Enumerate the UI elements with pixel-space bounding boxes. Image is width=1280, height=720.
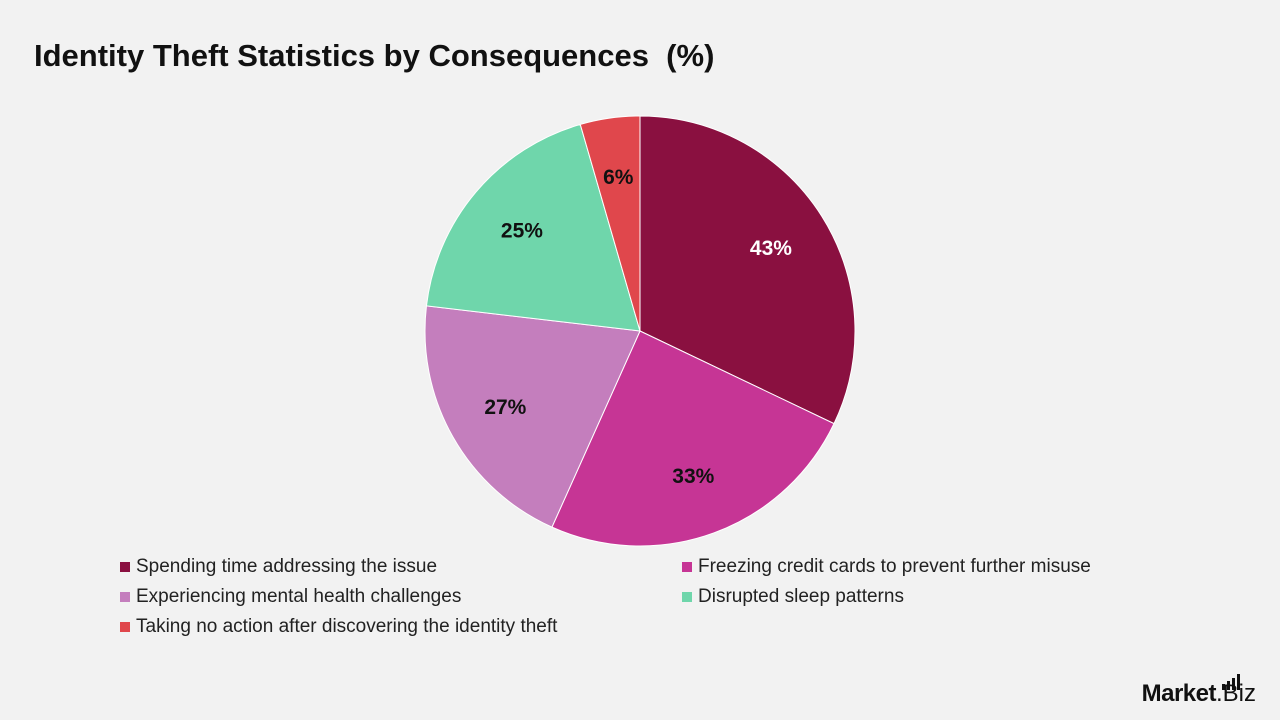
brand-name-rest: .Biz [1215,680,1256,707]
pie-slice-4 [579,115,641,332]
brand-bars-icon [1222,674,1240,690]
legend-swatch [682,562,692,572]
data-label-3: 25% [501,219,543,242]
pie-slice-3 [425,123,641,332]
legend-label: Taking no action after discovering the i… [136,616,558,637]
legend-item-no-action: Taking no action after discovering the i… [120,616,682,638]
data-label-4: 6% [603,166,634,189]
brand-logo: Market .Biz [1142,680,1256,708]
legend-swatch [682,592,692,602]
pie-slice-1 [551,330,835,547]
legend-item-mental-health: Experiencing mental health challenges [120,586,682,608]
data-label-0: 43% [750,237,792,260]
legend-label: Spending time addressing the issue [136,556,438,577]
legend-swatch [120,562,130,572]
brand-name-bold: Market [1141,680,1217,707]
legend-item-freezing-credit-cards: Freezing credit cards to prevent further… [682,556,1182,578]
data-label-2: 27% [484,396,526,419]
legend-swatch [120,622,130,632]
legend-item-spending-time: Spending time addressing the issue [120,556,682,578]
legend-swatch [120,592,130,602]
data-label-1: 33% [672,465,714,488]
pie-slice-0 [639,115,856,425]
legend: Spending time addressing the issue Freez… [120,556,1200,638]
legend-item-sleep-patterns: Disrupted sleep patterns [682,586,1182,608]
legend-label: Experiencing mental health challenges [136,586,462,607]
legend-label: Freezing credit cards to prevent further… [698,556,1091,577]
legend-label: Disrupted sleep patterns [698,586,904,607]
pie-slice-2 [424,305,641,528]
chart-title: Identity Theft Statistics by Consequence… [34,38,715,73]
